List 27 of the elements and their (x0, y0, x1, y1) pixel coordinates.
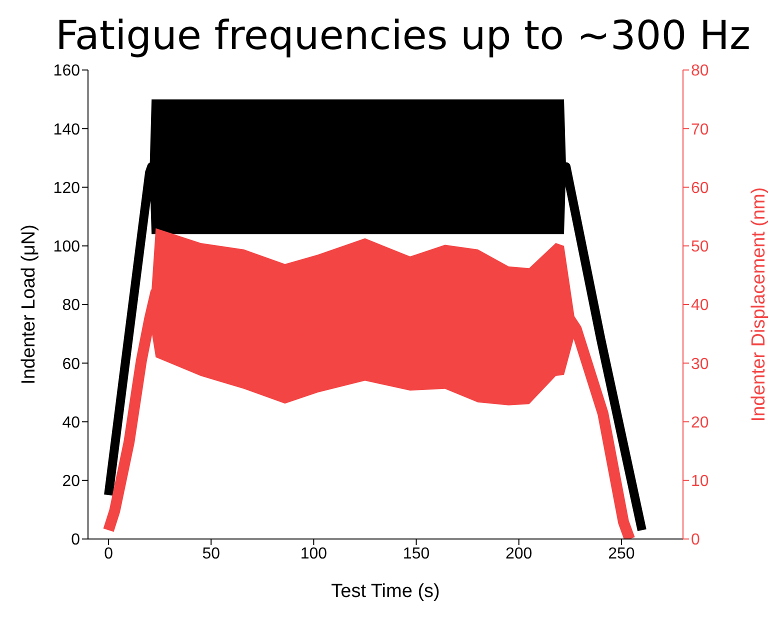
y-tick-label: 20 (62, 473, 80, 490)
x-axis-title: Test Time (s) (331, 581, 440, 602)
y2-tick-label: 70 (691, 121, 709, 138)
y2-tick-label: 0 (691, 532, 700, 549)
y-axis-title: Indenter Load (μN) (18, 224, 40, 384)
y2-tick-label: 50 (691, 238, 709, 256)
y2-tick-label: 20 (691, 414, 709, 432)
y2-tick-label: 40 (691, 297, 709, 314)
y-tick-label: 100 (53, 238, 80, 256)
y2-tick-label: 80 (691, 62, 709, 80)
x-tick-label: 100 (300, 545, 328, 562)
y-tick-label: 120 (53, 180, 80, 197)
x-tick-label: 50 (202, 545, 220, 562)
y-tick-label: 40 (62, 414, 80, 432)
y-tick-label: 160 (53, 62, 80, 80)
x-tick-label: 0 (104, 545, 114, 562)
x-tick-label: 250 (608, 545, 635, 562)
x-tick-label: 200 (506, 545, 532, 562)
chart-title: Fatigue frequencies up to ~300 Hz (54, 12, 752, 61)
y-tick-label: 80 (62, 297, 80, 314)
y2-tick-label: 60 (691, 180, 709, 197)
x-tick-label: 150 (402, 545, 430, 562)
y-tick-label: 140 (53, 121, 80, 138)
y-tick-label: 60 (62, 356, 80, 373)
y-tick-label: 0 (71, 532, 80, 549)
y2-tick-label: 10 (691, 473, 709, 490)
y2-tick-label: 30 (691, 356, 709, 373)
